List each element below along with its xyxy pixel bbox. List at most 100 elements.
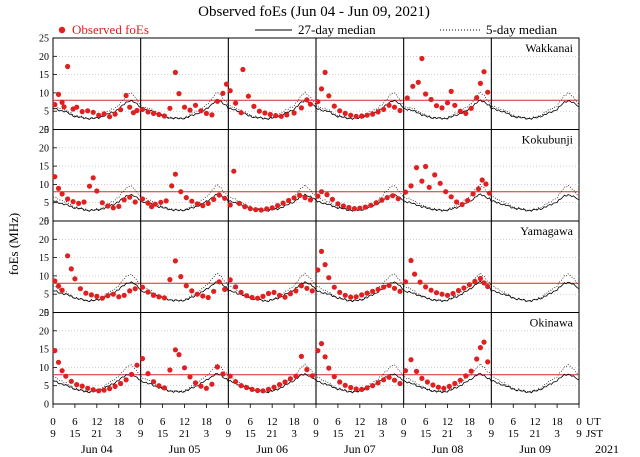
observed-point: [412, 271, 418, 277]
observed-point: [132, 286, 138, 292]
x-tick-label-ut: 12: [442, 416, 453, 428]
observed-point: [381, 106, 387, 112]
observed-point: [364, 290, 370, 296]
observed-point: [94, 293, 100, 299]
observed-point: [430, 382, 436, 388]
observed-point: [297, 192, 303, 198]
observed-point: [220, 371, 226, 377]
station-name: Okinawa: [530, 316, 574, 330]
observed-point: [161, 113, 167, 119]
observed-point: [273, 113, 279, 119]
observed-point: [291, 110, 297, 116]
observed-point: [284, 112, 290, 118]
observed-point: [265, 386, 272, 392]
observed-point: [150, 292, 157, 298]
observed-point: [198, 108, 204, 114]
observed-point: [408, 183, 414, 189]
y-tick-label: 10: [39, 363, 49, 374]
observed-point: [220, 90, 226, 96]
observed-point: [419, 178, 425, 184]
observed-point: [357, 205, 363, 211]
x-tick-label-jst: 21: [442, 428, 453, 440]
observed-point: [55, 91, 62, 97]
observed-point: [59, 287, 65, 293]
observed-point: [61, 104, 67, 110]
y-tick-label: 25: [39, 34, 49, 45]
panel-wakkanai: 0 5 10 15 20 25 Wakkanai: [39, 34, 580, 136]
station-panels: 0 5 10 15 20 25 Wakkanai 0 5 10 15 20 25 Kokubunji 0 5 1…: [39, 34, 580, 411]
observed-point: [271, 384, 277, 390]
x-tick-label-jst: 3: [554, 428, 560, 440]
observed-point: [408, 357, 414, 363]
median5-line: [52, 272, 580, 302]
observed-point: [76, 200, 82, 206]
y-tick-label: 5: [44, 198, 49, 209]
x-tick-label-jst: 15: [508, 428, 520, 440]
legend-median5-label: 5-day median: [486, 22, 558, 37]
observed-point: [364, 112, 370, 118]
observed-point: [477, 345, 483, 351]
observed-point: [390, 193, 396, 199]
observed-point: [222, 286, 228, 292]
observed-point: [238, 289, 244, 295]
observed-point: [395, 196, 401, 202]
observed-point: [183, 283, 189, 289]
observed-point: [386, 102, 392, 108]
observed-point: [176, 352, 182, 358]
observed-point: [353, 294, 359, 300]
observed-point: [384, 195, 390, 201]
observed-point: [309, 288, 315, 294]
observed-point: [391, 104, 398, 110]
x-tick-label-ut: 6: [335, 416, 341, 428]
observed-point: [457, 377, 463, 383]
x-tick-label-ut: 6: [511, 416, 517, 428]
chart-title: Observed foEs (Jun 04 - Jun 09, 2021): [198, 4, 430, 20]
observed-point: [134, 107, 140, 114]
x-tick-label-ut: 6: [423, 416, 429, 428]
observed-point: [335, 201, 341, 207]
x-tick-label-ut: 12: [179, 416, 190, 428]
observed-point: [203, 385, 209, 391]
observed-point: [397, 288, 403, 294]
observed-point: [116, 294, 122, 300]
observed-point: [397, 380, 403, 387]
observed-point: [432, 172, 438, 178]
x-tick-label-ut: 0: [489, 416, 495, 428]
observed-point: [408, 257, 414, 264]
observed-point: [85, 108, 91, 114]
y-tick-label: 20: [39, 326, 49, 337]
observed-point: [59, 99, 65, 105]
observed-point: [465, 197, 471, 204]
observed-point: [381, 377, 387, 383]
observed-point: [112, 383, 118, 389]
observed-point: [59, 368, 65, 374]
observed-point: [249, 386, 255, 392]
observed-point: [375, 286, 381, 292]
observed-point: [468, 368, 474, 374]
legend-median27-label: 27-day median: [298, 22, 376, 37]
x-tick-label-ut: 0: [50, 416, 56, 428]
observed-point: [70, 199, 76, 205]
observed-point: [72, 276, 78, 282]
legend-observed-label: Observed foEs: [72, 22, 149, 37]
observed-point: [298, 105, 304, 111]
observed-point: [353, 386, 359, 392]
observed-point: [276, 382, 283, 388]
observed-point: [112, 111, 118, 117]
observed-point: [123, 377, 129, 383]
observed-point: [479, 177, 485, 183]
station-name: Yamagawa: [520, 224, 573, 238]
y-tick-label: 15: [39, 162, 49, 173]
observed-point: [68, 266, 74, 272]
y-tick-label: 10: [39, 271, 49, 282]
y-tick-label: 15: [39, 70, 49, 81]
x-tick-label-jst: 9: [576, 428, 582, 440]
observed-point: [413, 368, 420, 374]
observed-point: [315, 267, 321, 273]
observed-point: [216, 279, 222, 285]
observed-point: [145, 289, 151, 295]
observed-point: [318, 86, 325, 92]
median27-line: [52, 372, 580, 394]
panel-okinawa: 0 5 10 15 20 25 Okinawa: [39, 308, 580, 411]
